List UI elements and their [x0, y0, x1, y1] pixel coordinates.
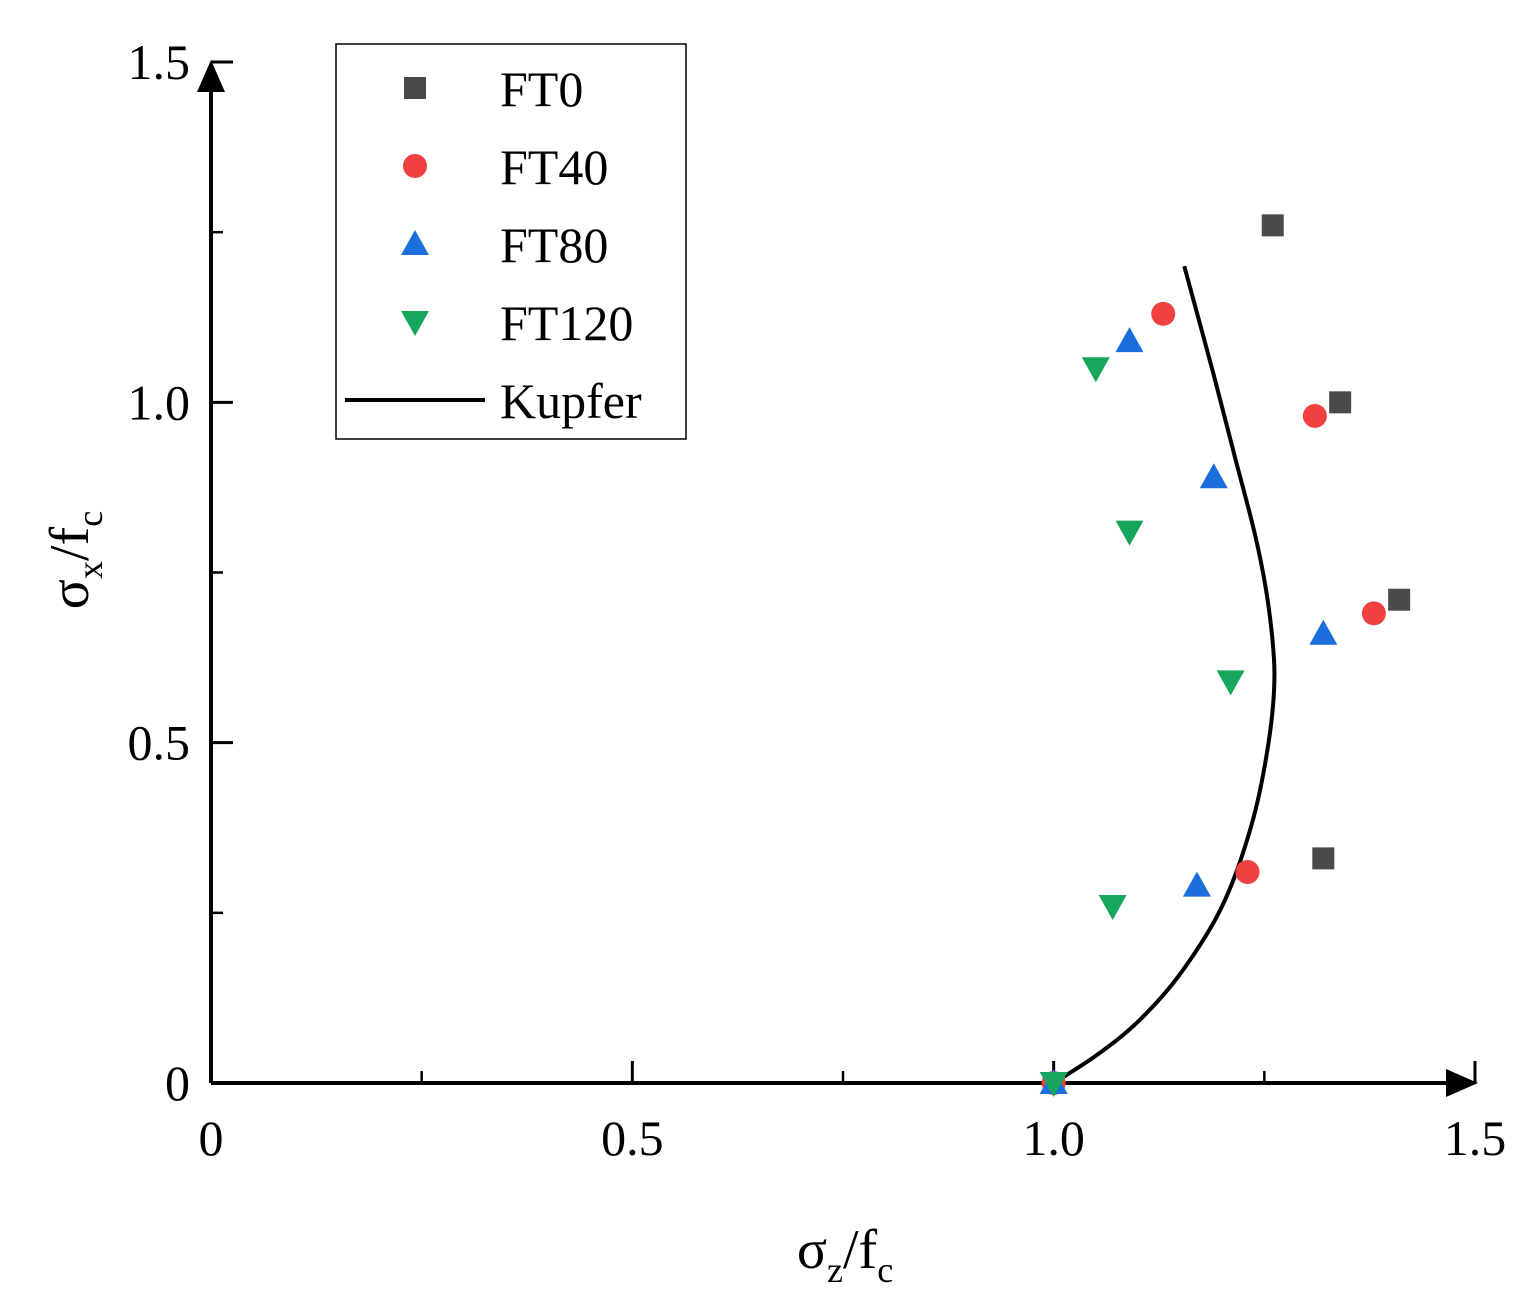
- legend-label-ft0: FT0: [500, 61, 583, 117]
- data-point-ft0: [1261, 214, 1284, 237]
- x-axis-title: σz/fc: [797, 1219, 893, 1290]
- y-tick-label: 1.5: [128, 34, 191, 90]
- y-axis-title-sub1: x: [70, 561, 110, 579]
- x-tick-label: 1.5: [1444, 1110, 1507, 1166]
- y-axis-title: σx/fc: [39, 511, 110, 609]
- legend-marker-ft80: [401, 230, 429, 255]
- x-axis-title-main: σ: [797, 1219, 827, 1281]
- y-axis-title-main: σ: [39, 579, 101, 609]
- data-point-ft0: [1329, 391, 1352, 414]
- data-point-ft120: [1216, 670, 1245, 696]
- y-tick-label: 1.0: [128, 374, 191, 430]
- y-axis-title-mid: /f: [39, 526, 101, 561]
- x-tick-label: 0: [199, 1110, 224, 1166]
- data-point-ft0: [1388, 588, 1411, 611]
- legend-marker-ft0: [404, 77, 426, 99]
- series-line-kupfer: [1052, 265, 1277, 1085]
- points-layer: [1039, 214, 1411, 1097]
- legend-label-ft120: FT120: [500, 295, 633, 351]
- x-tick-label: 1.0: [1022, 1110, 1085, 1166]
- data-point-ft120: [1115, 520, 1144, 546]
- data-point-ft80: [1115, 327, 1144, 353]
- x-axis-title-sub1: z: [827, 1250, 843, 1290]
- legend: FT0 FT40 FT80 FT120 Kupfer: [335, 43, 687, 440]
- data-point-ft120: [1081, 357, 1110, 383]
- legend-marker-ft40: [403, 154, 427, 178]
- legend-items: FT0 FT40 FT80 FT120 Kupfer: [345, 61, 642, 429]
- data-point-ft40: [1235, 859, 1260, 884]
- curve-layer: [1052, 265, 1277, 1085]
- tick-labels: 0 0.5 1.0 1.5 0 0.5 1.0 1.5: [128, 34, 1507, 1166]
- y-tick-label: 0.5: [128, 715, 191, 771]
- axes: [197, 60, 1478, 1097]
- data-point-ft80: [1182, 871, 1211, 897]
- y-axis-title-sub2: c: [70, 511, 110, 527]
- x-axis-title-sub2: c: [877, 1250, 893, 1290]
- legend-marker-ft120: [401, 311, 429, 336]
- data-point-ft120: [1039, 1072, 1068, 1097]
- data-point-ft0: [1312, 847, 1335, 870]
- x-tick-label: 0.5: [601, 1110, 664, 1166]
- legend-label-ft80: FT80: [500, 217, 608, 273]
- data-point-ft40: [1302, 403, 1327, 428]
- data-point-ft40: [1361, 601, 1386, 626]
- legend-label-kupfer: Kupfer: [500, 373, 642, 429]
- x-axis-title-mid: /f: [843, 1219, 878, 1281]
- data-point-ft40: [1151, 301, 1176, 326]
- legend-box: [335, 43, 687, 440]
- x-axis-arrow: [1446, 1069, 1478, 1097]
- data-point-ft80: [1309, 619, 1338, 645]
- data-point-ft120: [1098, 895, 1127, 921]
- y-axis-arrow: [197, 60, 225, 92]
- y-tick-label: 0: [165, 1055, 190, 1111]
- data-point-ft80: [1199, 463, 1228, 489]
- legend-label-ft40: FT40: [500, 139, 608, 195]
